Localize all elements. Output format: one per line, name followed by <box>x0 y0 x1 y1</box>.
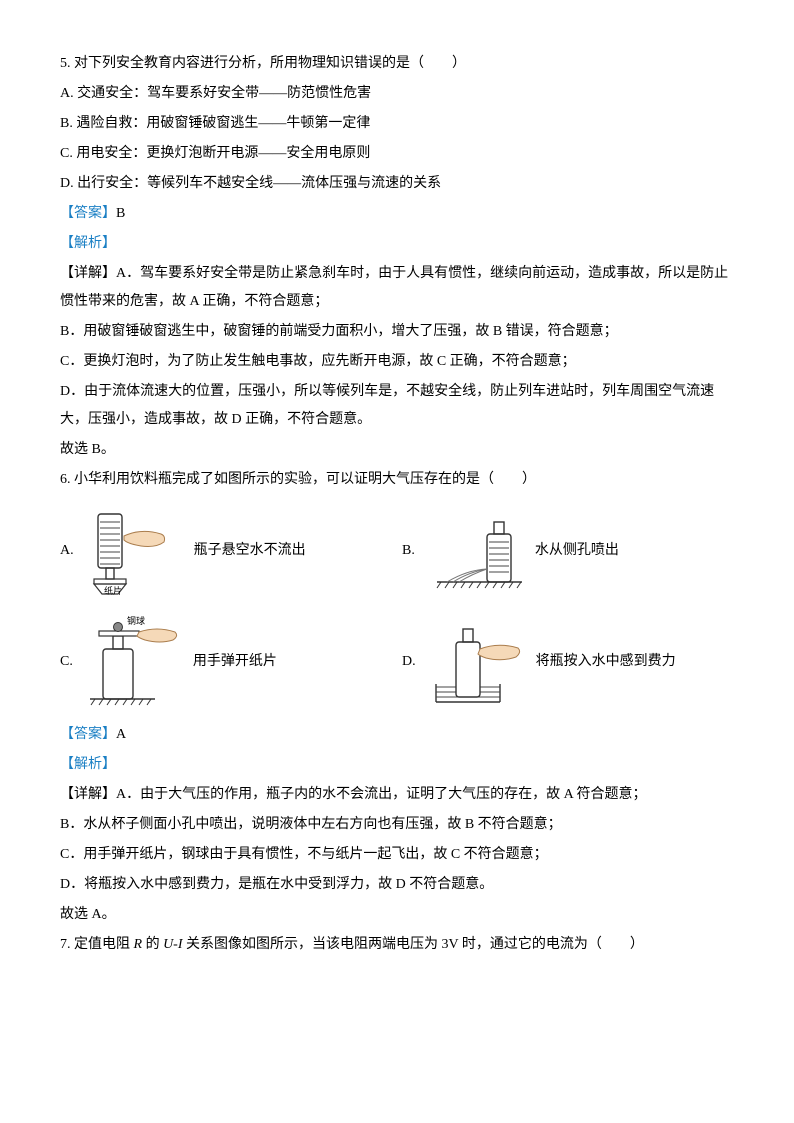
bottle-ball-paper-icon: 钢球 <box>85 614 185 709</box>
q6-d-letter: D. <box>402 648 416 676</box>
q5-answer-val: B <box>116 206 125 221</box>
q5-explain-p3: C．更换灯泡时，为了防止发生触电事故，应先断开电源，故 C 正确，不符合题意； <box>60 348 734 376</box>
q5-explain-p2: B．用破窗锤破窗逃生中，破窗锤的前端受力面积小，增大了压强，故 B 错误，符合题… <box>60 318 734 346</box>
q6-c-desc: 用手弹开纸片 <box>193 648 277 676</box>
q6-answer-val: A <box>116 727 126 742</box>
q5-option-a: A. 交通安全：驾车要系好安全带——防范惯性危害 <box>60 80 734 108</box>
q5-stem: 5. 对下列安全教育内容进行分析，所用物理知识错误的是（ ） <box>60 50 734 78</box>
q6-explain-p4: D．将瓶按入水中感到费力，是瓶在水中受到浮力，故 D 不符合题意。 <box>60 871 734 899</box>
q5-option-c: C. 用电安全：更换灯泡断开电源——安全用电原则 <box>60 140 734 168</box>
q6-b-desc: 水从侧孔喷出 <box>535 537 619 565</box>
q7-stem-mid: 的 <box>142 937 163 952</box>
q5-option-b: B. 遇险自救：用破窗锤破窗逃生——牛顿第一定律 <box>60 110 734 138</box>
bottle-sidehole-icon <box>427 514 527 589</box>
q6-answer-label: 【答案】 <box>60 727 116 742</box>
q6-option-d: D. 将瓶按入水中感到费力 <box>402 614 734 709</box>
q6-figure-grid: A. 纸片 瓶子悬空水 <box>60 506 734 709</box>
bottle-in-water-icon <box>428 614 528 709</box>
q6-explain-p2: B．水从杯子侧面小孔中喷出，说明液体中左右方向也有压强，故 B 不符合题意； <box>60 811 734 839</box>
q6-stem: 6. 小华利用饮料瓶完成了如图所示的实验，可以证明大气压存在的是（ ） <box>60 466 734 494</box>
q7-stem-after: 关系图像如图所示，当该电阻两端电压为 3V 时，通过它的电流为（ ） <box>183 937 644 952</box>
q5-explain-p4: D．由于流体流速大的位置，压强小，所以等候列车是，不越安全线，防止列车进站时，列… <box>60 378 734 434</box>
q6-d-desc: 将瓶按入水中感到费力 <box>536 648 676 676</box>
q6-option-c: C. 钢球 <box>60 614 392 709</box>
q6-answer: 【答案】A <box>60 721 734 749</box>
q7-stem: 7. 定值电阻 R 的 U-I 关系图像如图所示，当该电阻两端电压为 3V 时，… <box>60 931 734 959</box>
bottle-inverted-icon: 纸片 <box>86 506 186 596</box>
q6-b-letter: B. <box>402 537 415 565</box>
q5-explain-p1: 【详解】A．驾车要系好安全带是防止紧急刹车时，由于人具有惯性，继续向前运动，造成… <box>60 260 734 316</box>
q6-figure-a: 纸片 <box>86 506 186 596</box>
q6-explain-label: 【解析】 <box>60 757 116 772</box>
q7-stem-before: 7. 定值电阻 <box>60 937 134 952</box>
q6-option-b: B. <box>402 514 734 589</box>
q6-figure-b <box>427 514 527 589</box>
q6-a-letter: A. <box>60 537 74 565</box>
q6-figure-c: 钢球 <box>85 614 185 709</box>
q6-a-paper-label: 纸片 <box>104 585 122 596</box>
q5-answer: 【答案】B <box>60 200 734 228</box>
q6-option-a: A. 纸片 瓶子悬空水 <box>60 506 392 596</box>
q5-option-d: D. 出行安全：等候列车不越安全线——流体压强与流速的关系 <box>60 170 734 198</box>
q5-answer-label: 【答案】 <box>60 206 116 221</box>
q7-R: R <box>134 937 143 952</box>
q6-figure-d <box>428 614 528 709</box>
q6-explain-p1: 【详解】A．由于大气压的作用，瓶子内的水不会流出，证明了大气压的存在，故 A 符… <box>60 781 734 809</box>
q5-explain-label: 【解析】 <box>60 236 116 251</box>
q6-explain-p3: C．用手弹开纸片，钢球由于具有惯性，不与纸片一起飞出，故 C 不符合题意； <box>60 841 734 869</box>
q6-c-letter: C. <box>60 648 73 676</box>
q7-UI: U-I <box>163 937 182 952</box>
q6-a-desc: 瓶子悬空水不流出 <box>194 537 306 565</box>
q6-c-ball-label: 钢球 <box>127 615 145 626</box>
q6-explain-p5: 故选 A。 <box>60 901 734 929</box>
q5-explain-p5: 故选 B。 <box>60 436 734 464</box>
